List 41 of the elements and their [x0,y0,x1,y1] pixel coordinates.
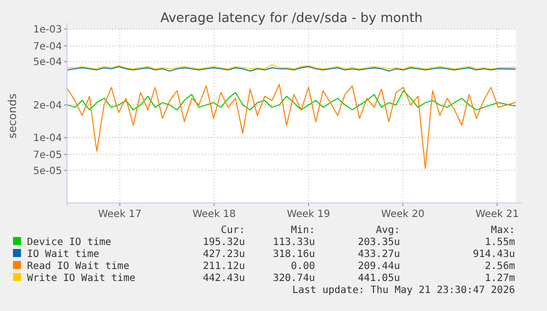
x-tick-label: Week 17 [98,209,142,220]
text: 195.32u [202,237,245,248]
y-tick-label: 7e-04 [33,41,62,52]
text: 320.74u [272,273,315,284]
text: 914.43u [472,249,515,260]
text: 203.35u [358,237,400,248]
x-tick-label: Week 19 [286,209,330,220]
text: 441.05u [358,273,400,284]
y-tick-label: 1e-03 [33,24,62,36]
x-tick-label: Week 18 [192,209,236,220]
text: Cur: [220,225,245,236]
x-tick-label: Week 20 [381,209,424,220]
legend-label: Device IO time [27,237,112,248]
text: 1.27m [484,273,515,284]
text: 427.23u [202,249,245,260]
text: 0.00 [290,261,315,272]
text: 442.43u [202,273,245,284]
y-tick-label: 5e-04 [33,57,62,68]
y-tick-label: 2e-04 [33,100,62,112]
line-series [67,84,516,169]
text: 1.55m [484,237,515,248]
y-tick-label: 5e-05 [33,166,62,177]
text: Avg: [376,225,400,236]
text: Last update: Thu May 21 23:30:47 2026 [292,285,515,296]
legend-label: IO Wait time [27,249,100,260]
text: 113.33u [272,237,315,248]
text: Min: [290,225,315,236]
text: 209.44u [358,261,400,272]
text: 211.12u [202,261,245,272]
y-axis-title: seconds [6,93,19,138]
legend-label: Write IO Wait time [27,273,136,284]
x-tick-label: Week 21 [476,209,519,220]
legend-label: Read IO Wait time [27,261,130,272]
text: Max: [490,225,515,236]
text: 318.16u [272,249,315,260]
text: 433.27u [358,249,400,260]
chart-title: Average latency for /dev/sda - by month [160,11,423,26]
y-tick-label: 7e-05 [33,150,62,161]
line-series [67,90,516,110]
y-tick-label: 1e-04 [33,133,62,144]
text: 2.56m [484,261,515,272]
